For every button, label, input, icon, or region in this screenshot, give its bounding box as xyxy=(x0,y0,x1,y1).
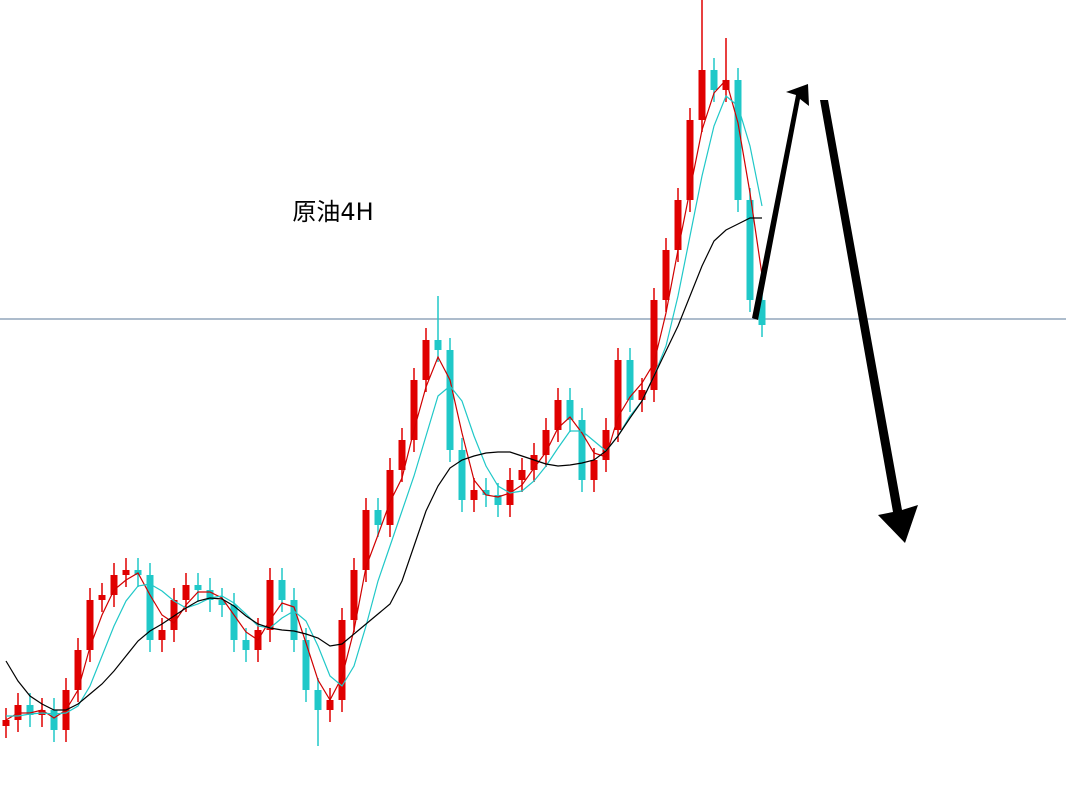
candle-body xyxy=(518,470,526,480)
candle-body xyxy=(638,390,646,400)
candle-body xyxy=(494,495,502,505)
candle-body xyxy=(110,575,118,595)
candle-body xyxy=(290,600,298,640)
candle-body xyxy=(50,710,58,730)
candle-body xyxy=(86,600,94,650)
down-arrow xyxy=(820,100,918,543)
moving-average xyxy=(5,217,762,711)
candle-body xyxy=(434,340,442,350)
candle-body xyxy=(122,570,130,575)
candle-body xyxy=(446,350,454,450)
candle-body xyxy=(98,595,106,600)
candle-body xyxy=(650,300,658,390)
candle-body xyxy=(362,510,370,570)
candle-body xyxy=(26,705,34,715)
candle-body xyxy=(326,700,334,710)
candle-body xyxy=(218,600,226,605)
candle-body xyxy=(470,490,478,500)
candle-body xyxy=(422,340,430,380)
candle-body xyxy=(2,720,10,726)
moving-average xyxy=(5,78,763,721)
up-arrow xyxy=(752,84,809,320)
candle-body xyxy=(674,200,682,250)
candle-body xyxy=(410,380,418,440)
candle-body xyxy=(662,250,670,300)
candle-body xyxy=(374,510,382,525)
plot-area xyxy=(0,0,1066,746)
candle-body xyxy=(722,80,730,90)
candle-body xyxy=(614,360,622,430)
moving-average xyxy=(6,95,763,717)
candle-body xyxy=(266,580,274,630)
candle-body xyxy=(170,600,178,630)
chart-annotation: 原油4H xyxy=(292,198,373,226)
candle-body xyxy=(710,70,718,90)
candle-body xyxy=(278,580,286,600)
candle-body xyxy=(206,590,214,600)
candle-body xyxy=(482,490,490,495)
candle-body xyxy=(182,585,190,600)
candle-body xyxy=(698,70,706,120)
candle-body xyxy=(146,575,154,640)
candle-body xyxy=(314,690,322,710)
candle-body xyxy=(338,620,346,700)
candle-body xyxy=(554,400,562,430)
candle-body xyxy=(458,450,466,500)
candle-body xyxy=(746,200,754,300)
candle-body xyxy=(302,640,310,690)
candle-body xyxy=(398,440,406,470)
candle-body xyxy=(530,455,538,470)
candle-body xyxy=(158,630,166,640)
candle-body xyxy=(230,605,238,640)
candle-body xyxy=(758,300,766,325)
candle-body xyxy=(686,120,694,200)
candle-body xyxy=(386,470,394,525)
candle-body xyxy=(602,430,610,460)
candle-body xyxy=(194,585,202,590)
candle-body xyxy=(542,430,550,455)
candle-body xyxy=(626,360,634,400)
candle-body xyxy=(74,650,82,690)
candle-body xyxy=(242,640,250,650)
candle-body xyxy=(578,420,586,480)
candle-body xyxy=(350,570,358,620)
candle-body xyxy=(590,460,598,480)
candle-body xyxy=(734,80,742,200)
candle-body xyxy=(566,400,574,420)
